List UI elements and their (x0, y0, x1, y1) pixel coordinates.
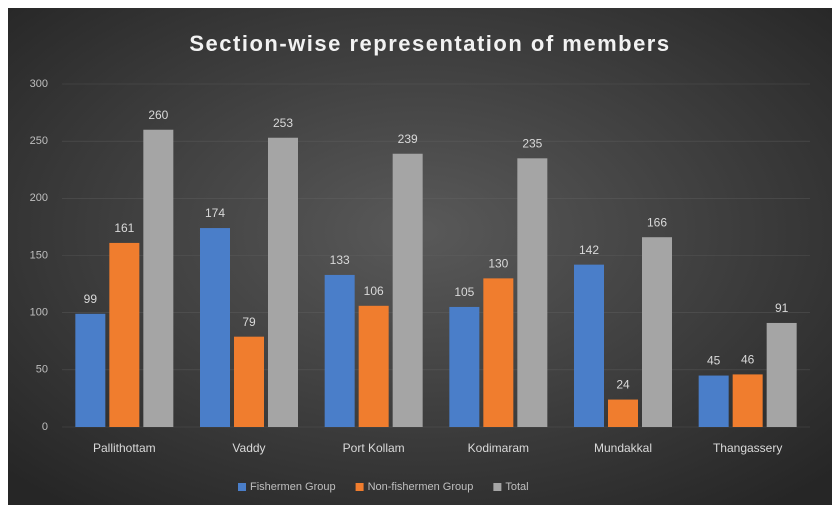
x-tick-label: Port Kollam (343, 441, 405, 455)
bar (698, 375, 729, 427)
data-label: 105 (454, 285, 474, 299)
legend-label: Fishermen Group (250, 481, 336, 493)
bar (268, 137, 298, 427)
data-label: 239 (398, 132, 418, 146)
bar (200, 228, 230, 427)
y-tick-label: 300 (30, 78, 48, 90)
legend-label: Non-fishermen Group (368, 481, 474, 493)
data-label: 133 (330, 253, 350, 267)
data-label: 174 (205, 206, 225, 220)
y-tick-label: 250 (30, 135, 48, 147)
bar (234, 336, 264, 427)
data-label: 161 (114, 221, 134, 235)
x-tick-label: Mundakkal (594, 441, 652, 455)
x-tick-label: Kodimaram (468, 441, 529, 455)
bar (392, 153, 423, 427)
bar (766, 322, 797, 427)
legend-swatch (493, 483, 502, 491)
data-label: 260 (148, 108, 168, 122)
data-label: 166 (647, 215, 667, 229)
bar (358, 305, 389, 427)
bar (574, 264, 604, 427)
x-tick-label: Thangassery (713, 441, 782, 455)
data-label: 24 (616, 378, 630, 392)
data-label: 46 (741, 353, 755, 367)
data-label: 106 (364, 284, 384, 298)
legend-swatch (238, 483, 246, 491)
bar (483, 278, 514, 427)
bar (608, 399, 638, 427)
bar (109, 242, 140, 427)
data-label: 91 (775, 301, 789, 315)
bar (143, 129, 174, 427)
y-tick-label: 0 (42, 421, 48, 433)
y-tick-label: 200 (30, 192, 48, 204)
bar (449, 306, 480, 427)
data-label: 79 (242, 315, 256, 329)
data-label: 235 (522, 136, 542, 150)
bar (732, 374, 763, 427)
legend-label: Total (505, 481, 528, 493)
y-tick-label: 100 (30, 307, 48, 319)
legend-swatch (355, 483, 364, 491)
bar (642, 237, 672, 427)
y-tick-label: 150 (30, 249, 48, 261)
bar (324, 274, 355, 427)
data-label: 142 (579, 243, 599, 257)
chart-title: Section-wise representation of members (189, 31, 670, 56)
data-label: 99 (84, 292, 98, 306)
data-label: 130 (488, 257, 508, 271)
bar (75, 313, 106, 427)
data-label: 45 (707, 354, 721, 368)
data-label: 253 (273, 116, 293, 130)
x-tick-label: Pallithottam (93, 441, 156, 455)
x-tick-label: Vaddy (232, 441, 265, 455)
bar (517, 158, 548, 428)
y-tick-label: 50 (36, 364, 48, 376)
